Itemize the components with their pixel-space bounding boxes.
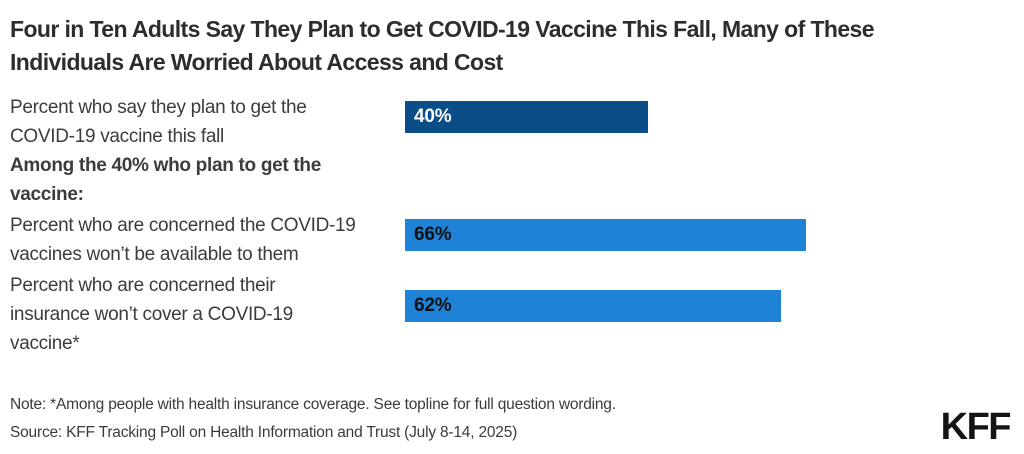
- chart-source: Source: KFF Tracking Poll on Health Info…: [10, 424, 518, 441]
- group-subhead-line: vaccine:: [10, 184, 84, 205]
- bar-data-label: 66%: [414, 224, 452, 245]
- category-label-insurance-concern: Percent who are concerned their insuranc…: [10, 271, 293, 358]
- chart-title-line-2: Individuals Are Worried About Access and…: [10, 49, 503, 75]
- bar-availability-concern: 66%: [405, 219, 806, 251]
- category-label-plan-to-get: Percent who say they plan to get the COV…: [10, 93, 307, 151]
- category-label-line: COVID-19 vaccine this fall: [10, 126, 224, 147]
- group-subhead: Among the 40% who plan to get the vaccin…: [10, 151, 321, 209]
- kff-logo: KFF: [940, 406, 1012, 448]
- chart-title: Four in Ten Adults Say They Plan to Get …: [10, 13, 875, 79]
- category-label-line: vaccines won’t be available to them: [10, 244, 299, 265]
- chart-title-line-1: Four in Ten Adults Say They Plan to Get …: [10, 16, 875, 42]
- bar-plan-to-get: 40%: [405, 101, 648, 133]
- category-label-line: vaccine*: [10, 333, 80, 354]
- category-label-line: Percent who are concerned the COVID-19: [10, 215, 356, 236]
- category-label-line: insurance won’t cover a COVID-19: [10, 304, 293, 325]
- category-label-line: Percent who say they plan to get the: [10, 97, 307, 118]
- bar-insurance-concern: 62%: [405, 290, 782, 322]
- bar-data-label: 40%: [414, 106, 452, 127]
- category-label-line: Percent who are concerned their: [10, 275, 276, 296]
- chart-note: Note: *Among people with health insuranc…: [10, 396, 616, 413]
- bar-data-label: 62%: [414, 295, 452, 316]
- category-label-availability-concern: Percent who are concerned the COVID-19 v…: [10, 211, 356, 269]
- group-subhead-line: Among the 40% who plan to get the: [10, 155, 321, 176]
